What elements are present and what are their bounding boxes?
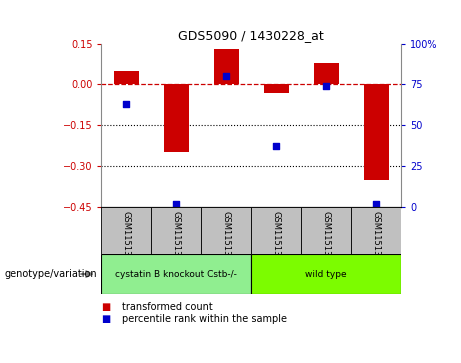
- Text: GSM1151361: GSM1151361: [222, 211, 231, 267]
- Text: GSM1151360: GSM1151360: [172, 211, 181, 267]
- Bar: [264, 84, 289, 93]
- Text: wild type: wild type: [305, 270, 347, 278]
- Bar: [251, 207, 301, 254]
- Title: GDS5090 / 1430228_at: GDS5090 / 1430228_at: [178, 29, 324, 42]
- Bar: [101, 207, 151, 254]
- Bar: [101, 254, 251, 294]
- Bar: [151, 207, 201, 254]
- Text: GSM1151359: GSM1151359: [122, 211, 131, 266]
- Point: [123, 101, 130, 107]
- Text: ■: ■: [101, 302, 111, 312]
- Text: percentile rank within the sample: percentile rank within the sample: [122, 314, 287, 325]
- Bar: [313, 62, 339, 84]
- Bar: [301, 207, 351, 254]
- Text: cystatin B knockout Cstb-/-: cystatin B knockout Cstb-/-: [115, 270, 237, 278]
- Point: [322, 83, 330, 89]
- Point: [372, 201, 380, 207]
- Bar: [114, 71, 139, 84]
- Text: ■: ■: [101, 314, 111, 325]
- Bar: [201, 207, 251, 254]
- Bar: [214, 49, 239, 84]
- Point: [272, 143, 280, 149]
- Point: [172, 201, 180, 207]
- Text: GSM1151363: GSM1151363: [322, 211, 331, 267]
- Text: transformed count: transformed count: [122, 302, 213, 312]
- Text: genotype/variation: genotype/variation: [5, 269, 97, 279]
- Bar: [251, 254, 401, 294]
- Text: GSM1151364: GSM1151364: [372, 211, 381, 267]
- Bar: [364, 84, 389, 180]
- Bar: [164, 84, 189, 152]
- Bar: [351, 207, 401, 254]
- Point: [223, 73, 230, 79]
- Text: GSM1151362: GSM1151362: [272, 211, 281, 267]
